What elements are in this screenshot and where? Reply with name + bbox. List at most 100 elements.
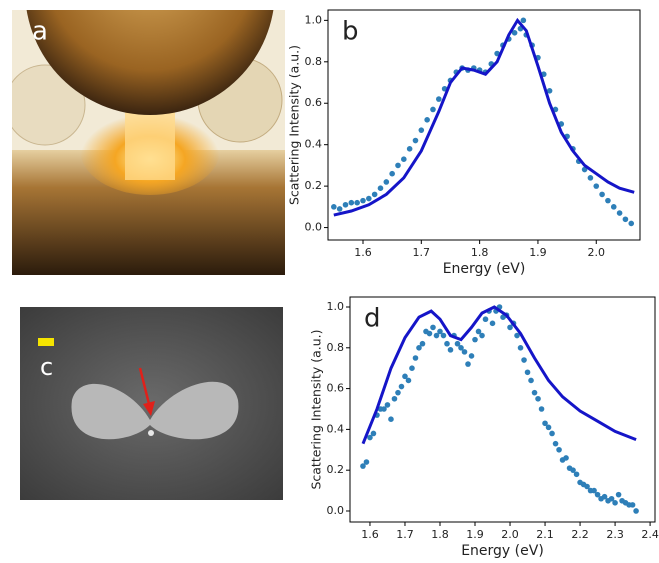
x-tick-label: 1.6 xyxy=(354,246,372,259)
data-point xyxy=(546,425,552,431)
data-point xyxy=(384,179,390,185)
y-tick-label: 0.0 xyxy=(305,221,323,234)
x-tick-label: 2.2 xyxy=(571,528,589,541)
data-point xyxy=(518,345,524,351)
y-tick-label: 0.6 xyxy=(305,96,323,109)
y-axis-label: Scattering Intensity (a.u.) xyxy=(309,329,324,489)
y-tick-label: 0.2 xyxy=(305,179,323,192)
data-point xyxy=(553,441,559,447)
data-point xyxy=(395,390,401,396)
data-point xyxy=(343,202,349,208)
y-tick-label: 1.0 xyxy=(305,13,323,26)
data-point xyxy=(372,192,378,198)
data-point xyxy=(623,216,629,222)
panel-label: d xyxy=(364,304,381,334)
x-tick-label: 1.9 xyxy=(466,528,484,541)
data-point xyxy=(556,447,562,453)
data-point xyxy=(364,459,370,465)
x-axis-label: Energy (eV) xyxy=(443,261,526,277)
data-point xyxy=(424,117,430,123)
data-point xyxy=(521,18,527,24)
figure: a c 1.6 1.7 1.8 1.9 2.0 0.0 0.2 0.4 0.6 0.8 1.0 Ene… xyxy=(0,0,659,559)
y-tick-label: 0.0 xyxy=(327,504,345,517)
data-point xyxy=(588,175,594,181)
y-tick-label: 0.2 xyxy=(327,463,345,476)
data-point xyxy=(490,321,496,327)
data-point xyxy=(593,183,599,189)
x-tick-label: 1.8 xyxy=(431,528,449,541)
data-point xyxy=(385,402,391,408)
panel-c-image xyxy=(20,307,283,500)
x-tick-label: 2.4 xyxy=(641,528,659,541)
y-tick-label: 1.0 xyxy=(327,300,345,313)
data-point xyxy=(389,171,395,177)
data-point xyxy=(535,396,541,402)
data-point xyxy=(539,406,545,412)
data-point xyxy=(430,325,436,331)
data-point xyxy=(337,206,343,212)
data-point xyxy=(528,378,534,384)
data-point xyxy=(563,455,569,461)
x-tick-label: 2.1 xyxy=(536,528,554,541)
data-point xyxy=(399,384,405,390)
data-point xyxy=(630,502,636,508)
data-point xyxy=(462,349,468,355)
x-tick-label: 1.7 xyxy=(396,528,414,541)
data-point xyxy=(444,341,450,347)
plot-frame xyxy=(328,10,640,240)
x-tick-label: 1.9 xyxy=(529,246,547,259)
data-point xyxy=(617,210,623,216)
data-point xyxy=(401,156,407,162)
data-point xyxy=(605,198,611,204)
data-point xyxy=(331,204,337,210)
data-point xyxy=(441,333,447,339)
panel-label: b xyxy=(342,17,359,47)
data-point xyxy=(633,508,639,514)
x-tick-label: 2.3 xyxy=(606,528,624,541)
data-point xyxy=(612,500,618,506)
data-point xyxy=(574,471,580,477)
data-point xyxy=(360,198,366,204)
data-point xyxy=(420,341,426,347)
data-point xyxy=(392,396,398,402)
data-point xyxy=(549,431,555,437)
fit-line xyxy=(334,20,634,215)
panel-label: a xyxy=(32,17,48,47)
x-tick-label: 1.8 xyxy=(471,246,489,259)
data-point xyxy=(354,200,360,206)
data-point xyxy=(427,331,433,337)
y-tick-label: 0.8 xyxy=(327,341,345,354)
plot-frame xyxy=(350,297,655,522)
data-point xyxy=(436,96,442,102)
data-point xyxy=(611,204,617,210)
data-point xyxy=(483,316,489,322)
data-point xyxy=(430,107,436,113)
data-point xyxy=(419,127,425,133)
x-tick-label: 2.0 xyxy=(501,528,519,541)
x-tick-label: 1.7 xyxy=(413,246,431,259)
data-point xyxy=(448,347,454,353)
data-point xyxy=(388,416,394,422)
panel-label: c xyxy=(40,353,53,381)
y-tick-label: 0.6 xyxy=(327,382,345,395)
data-point xyxy=(616,492,622,498)
data-point xyxy=(525,369,531,375)
data-point xyxy=(469,353,475,359)
data-point xyxy=(472,337,478,343)
data-point xyxy=(479,333,485,339)
data-point xyxy=(349,200,355,206)
x-tick-label: 2.0 xyxy=(588,246,606,259)
data-point xyxy=(521,357,527,363)
data-point xyxy=(371,431,377,437)
x-tick-label: 1.6 xyxy=(361,528,379,541)
data-point xyxy=(366,196,372,202)
y-axis-label: Scattering Intensity (a.u.) xyxy=(287,45,302,205)
data-point xyxy=(628,221,634,227)
y-tick-label: 0.4 xyxy=(327,422,345,435)
data-point xyxy=(395,163,401,169)
data-point xyxy=(407,146,413,152)
data-point xyxy=(465,361,471,367)
data-point xyxy=(599,192,605,198)
data-point xyxy=(378,185,384,191)
y-tick-label: 0.8 xyxy=(305,55,323,68)
